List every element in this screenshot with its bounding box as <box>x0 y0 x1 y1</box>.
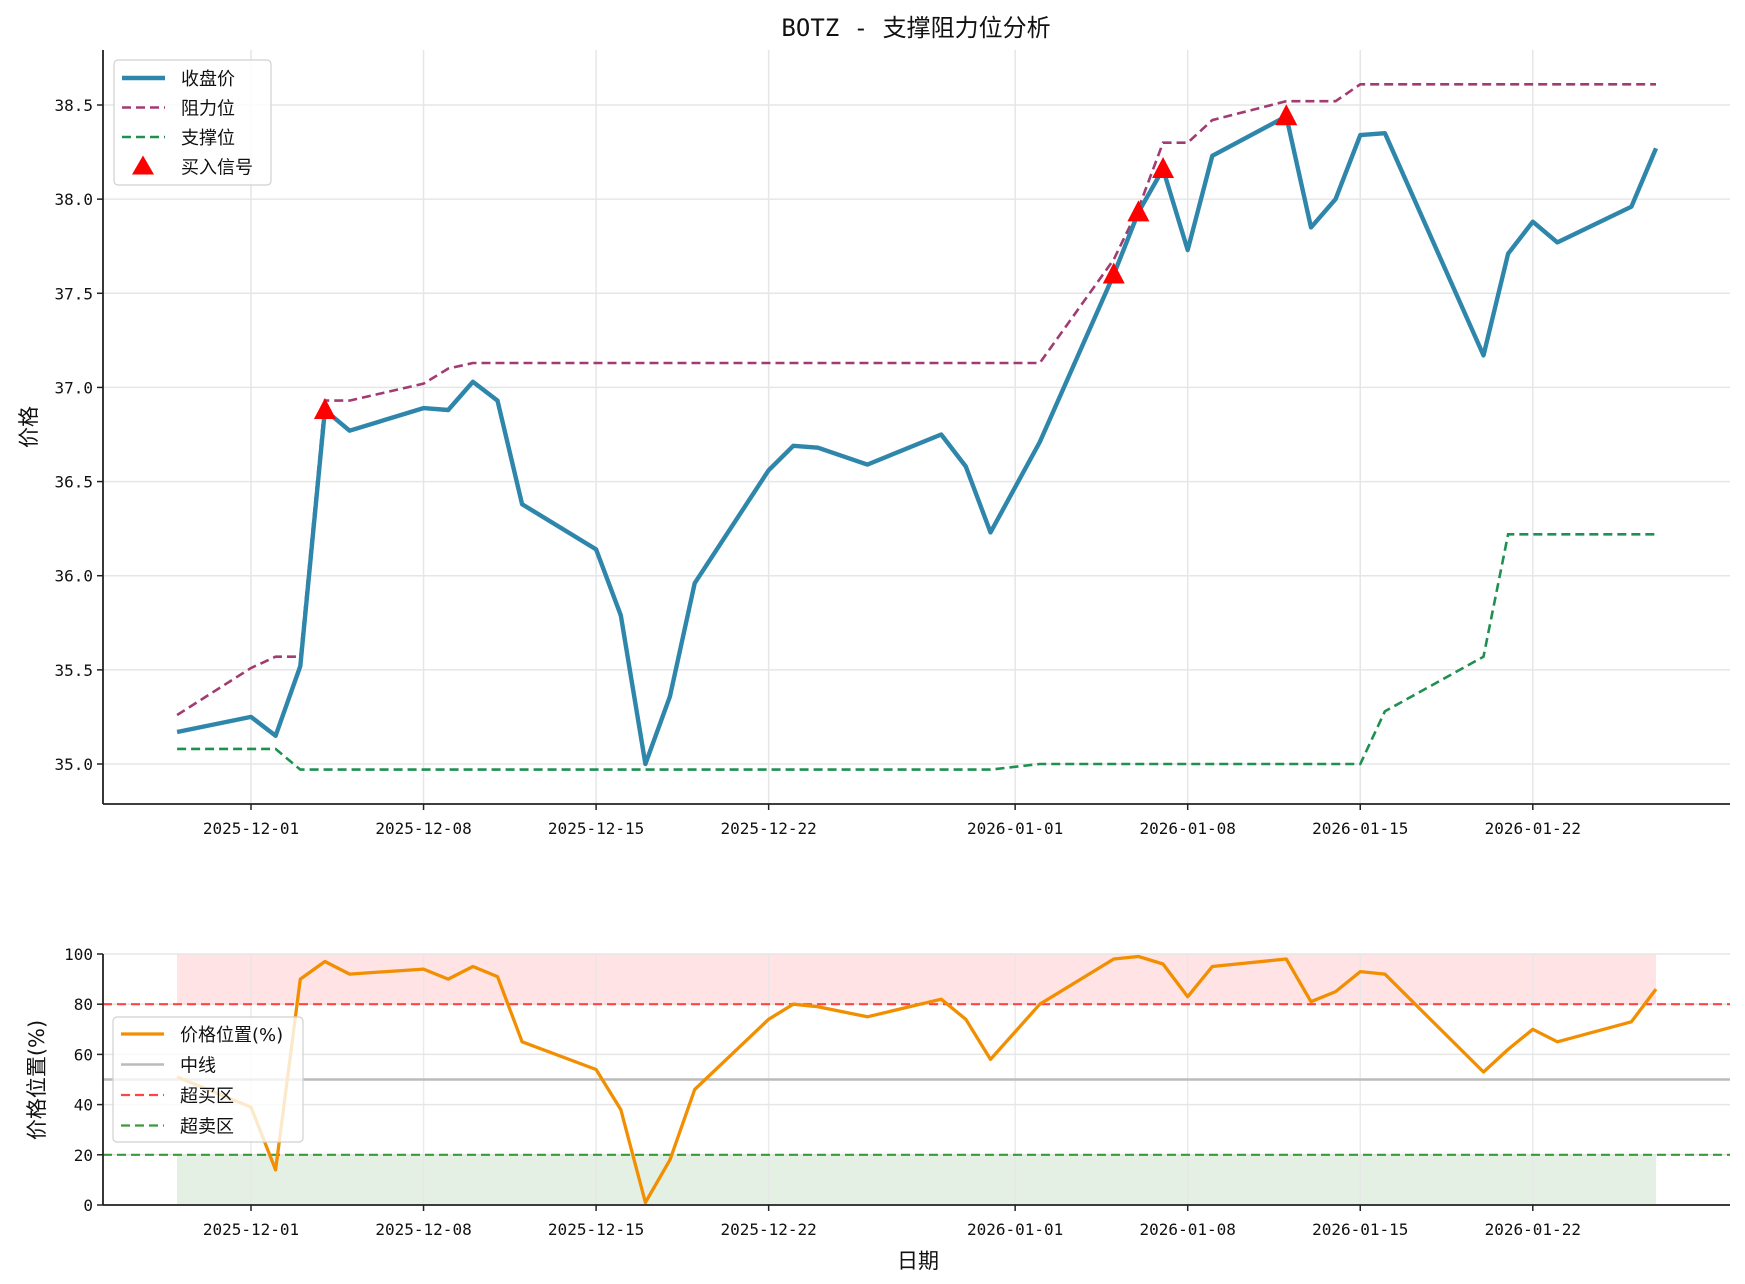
x-tick-label: 2025-12-15 <box>548 1220 644 1239</box>
oversold-zone <box>177 1154 1657 1205</box>
x-tick-label: 2025-12-15 <box>548 819 644 838</box>
x-tick-label: 2026-01-01 <box>967 1220 1063 1239</box>
legend-buy-swatch <box>132 155 154 175</box>
buy-signal-marker <box>1127 200 1150 222</box>
y-tick-label: 35.5 <box>54 661 93 680</box>
x-tick-label: 2026-01-22 <box>1485 819 1581 838</box>
y-tick-label: 37.5 <box>54 284 93 303</box>
x-tick-label: 2025-12-22 <box>720 819 816 838</box>
x-tick-label: 2025-12-01 <box>203 1220 299 1239</box>
legend-label: 支撑位 <box>181 128 235 149</box>
x-tick-label: 2025-12-22 <box>720 1220 816 1239</box>
close-price-line <box>176 114 1659 767</box>
legend-box <box>112 1016 304 1143</box>
x-tick-label: 2025-12-08 <box>375 1220 471 1239</box>
y-tick-label: 20 <box>74 1146 93 1165</box>
legend-box <box>113 59 272 186</box>
legend-label: 阻力位 <box>181 99 235 120</box>
x-tick-label: 2026-01-15 <box>1312 819 1408 838</box>
y-tick-label: 37.0 <box>54 378 93 397</box>
x-tick-label: 2026-01-08 <box>1140 1220 1236 1239</box>
y-tick-label: 35.0 <box>54 755 93 774</box>
y-tick-label: 36.5 <box>54 473 93 492</box>
position-axes: 0 20 40 60 80 100 2025-12-01 2025-12-08 2025-12-… <box>64 945 1730 1239</box>
buy-signal-marker <box>1275 104 1298 126</box>
legend-label: 价格位置(%) <box>180 1025 283 1046</box>
y-tick-label: 100 <box>64 945 93 964</box>
price-lines <box>176 83 1659 771</box>
legend-label: 收盘价 <box>181 69 235 90</box>
buy-signal-marker <box>313 398 336 420</box>
x-tick-label: 2026-01-01 <box>967 819 1063 838</box>
x-tick-label: 2025-12-01 <box>203 819 299 838</box>
legend-label: 中线 <box>180 1056 216 1077</box>
y-tick-label: 38.5 <box>54 96 93 115</box>
buy-signal-marker <box>1152 157 1175 179</box>
legend-label: 超卖区 <box>180 1117 234 1138</box>
price-y-axis-label: 价格 <box>17 406 41 448</box>
x-tick-label: 2026-01-08 <box>1140 819 1236 838</box>
x-axis-label: 日期 <box>897 1249 939 1273</box>
price-panel: 35.0 35.5 36.0 36.5 37.0 37.5 38.0 38.5 2025-12-… <box>17 50 1730 838</box>
position-y-axis-label: 价格位置(%) <box>25 1020 49 1140</box>
resistance-line <box>176 83 1656 717</box>
overbought-zone <box>177 954 1657 1005</box>
legend-label: 买入信号 <box>181 158 253 179</box>
y-tick-label: 60 <box>74 1045 93 1064</box>
y-tick-label: 40 <box>74 1096 93 1115</box>
y-tick-label: 0 <box>83 1196 93 1215</box>
legend-label: 超买区 <box>180 1086 234 1107</box>
chart-title: BOTZ - 支撑阻力位分析 <box>781 14 1050 42</box>
y-tick-label: 36.0 <box>54 567 93 586</box>
buy-signal-marker <box>1102 262 1125 284</box>
x-tick-label: 2026-01-22 <box>1485 1220 1581 1239</box>
x-tick-label: 2025-12-08 <box>375 819 471 838</box>
support-line <box>177 532 1656 771</box>
position-panel: 0 20 40 60 80 100 2025-12-01 2025-12-08 2025-12-… <box>25 945 1730 1273</box>
price-axes: 35.0 35.5 36.0 36.5 37.0 37.5 38.0 38.5 2025-12-… <box>54 50 1730 838</box>
position-lines <box>103 954 1730 1205</box>
y-tick-label: 80 <box>74 995 93 1014</box>
y-tick-label: 38.0 <box>54 190 93 209</box>
x-tick-label: 2026-01-15 <box>1312 1220 1408 1239</box>
price-position-line <box>176 954 1658 1205</box>
